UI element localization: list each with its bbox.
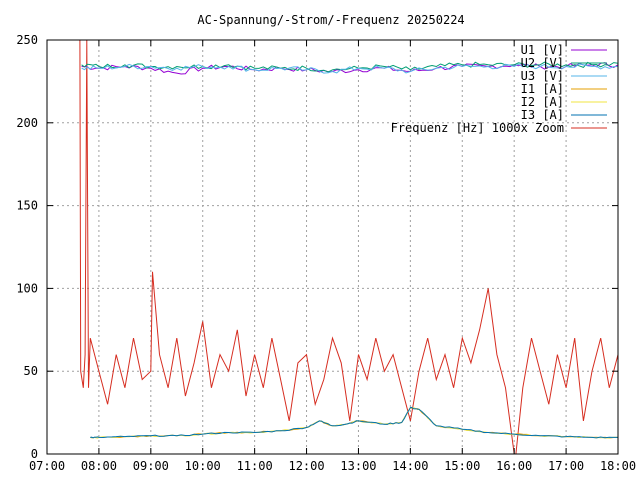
x-tick-label: 18:00 (600, 459, 636, 473)
y-tick-label: 100 (16, 281, 38, 295)
y-tick-label: 50 (24, 364, 38, 378)
x-tick-label: 17:00 (548, 459, 584, 473)
legend-label: U2 [V] (521, 56, 564, 70)
x-tick-label: 09:00 (133, 459, 169, 473)
y-tick-label: 200 (16, 116, 38, 130)
x-tick-label: 16:00 (496, 459, 532, 473)
y-tick-label: 0 (31, 447, 38, 461)
x-axis: 07:00 08:00 09:00 10:00 11:00 12:00 13:00 14:00… (29, 40, 636, 473)
y-tick-label: 150 (16, 199, 38, 213)
plot-series (79, 40, 618, 454)
legend-label: I2 [A] (521, 95, 564, 109)
x-tick-label: 13:00 (340, 459, 376, 473)
x-tick-label: 11:00 (237, 459, 273, 473)
legend: U1 [V]U2 [V]U3 [V]I1 [A]I2 [A]I3 [A]Freq… (391, 43, 607, 135)
legend-label: I1 [A] (521, 82, 564, 96)
x-tick-label: 08:00 (81, 459, 117, 473)
x-tick-label: 15:00 (444, 459, 480, 473)
y-axis: 0 50 100 150 200 250 (16, 33, 618, 461)
legend-label: U3 [V] (521, 69, 564, 83)
series-line-7 (79, 40, 618, 454)
plot-frame (46, 39, 619, 455)
chart-title: AC-Spannung/-Strom/-Frequenz 20250224 (197, 13, 464, 27)
series-line-3 (81, 63, 618, 74)
x-tick-label: 07:00 (29, 459, 65, 473)
series-line-6 (90, 406, 618, 439)
legend-label: U1 [V] (521, 43, 564, 57)
x-tick-label: 14:00 (392, 459, 428, 473)
legend-label: Frequenz [Hz] 1000x Zoom (391, 121, 564, 135)
x-tick-label: 10:00 (185, 459, 221, 473)
y-tick-label: 250 (16, 33, 38, 47)
x-tick-label: 12:00 (288, 459, 324, 473)
legend-label: I3 [A] (521, 108, 564, 122)
